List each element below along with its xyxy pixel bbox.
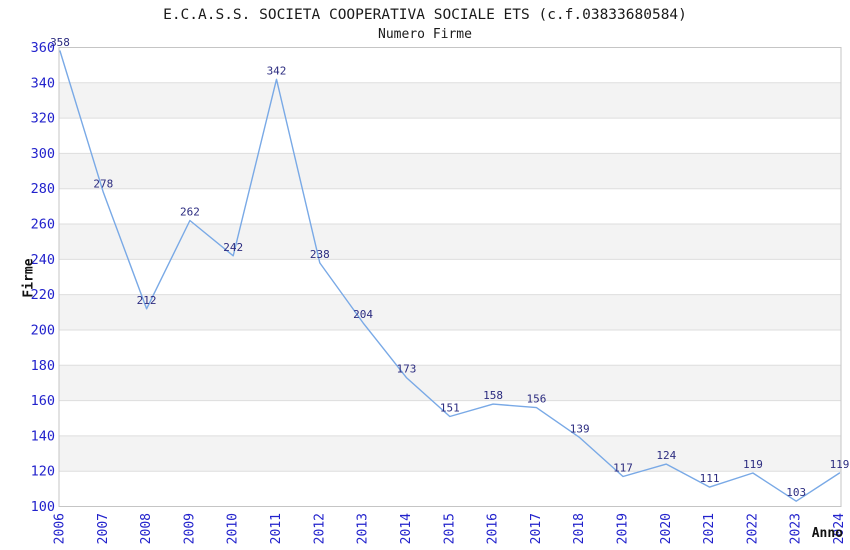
y-tick-label: 120: [31, 464, 55, 480]
x-tick-label: 2012: [312, 513, 327, 544]
point-label: 173: [396, 363, 416, 376]
y-tick-label: 300: [31, 146, 55, 162]
y-tick-label: 240: [31, 252, 55, 268]
x-tick-label: 2014: [399, 513, 414, 544]
point-label: 342: [267, 64, 287, 77]
grid-band: [59, 224, 841, 260]
chart-title: E.C.A.S.S. SOCIETA COOPERATIVA SOCIALE E…: [163, 7, 687, 23]
x-tick-label: 2023: [789, 513, 804, 544]
x-tick-label: 2018: [572, 513, 587, 544]
point-label: 151: [440, 402, 460, 415]
x-tick-label: 2008: [139, 513, 154, 544]
chart-subtitle: Numero Firme: [378, 27, 472, 42]
y-tick-label: 260: [31, 217, 55, 233]
x-axis-title: Anno: [811, 526, 843, 541]
plot-border: [58, 47, 842, 507]
y-axis-title: Firme: [21, 258, 37, 298]
y-tick-label: 100: [31, 499, 55, 515]
y-tick-label: 200: [31, 323, 55, 339]
y-tick-label: 320: [31, 111, 55, 127]
point-label: 111: [700, 472, 720, 485]
x-tick-label: 2015: [442, 513, 457, 544]
point-label: 119: [743, 458, 763, 471]
x-tick-label: 2024: [832, 513, 847, 544]
grid-band: [59, 294, 841, 330]
x-tick-label: 2010: [226, 513, 241, 544]
point-label: 278: [93, 177, 113, 190]
point-label: 358: [50, 36, 70, 49]
point-label: 158: [483, 389, 503, 402]
y-tick-label: 140: [31, 428, 55, 444]
grid-band: [59, 365, 841, 401]
y-tick-label: 280: [31, 181, 55, 197]
point-label: 238: [310, 248, 330, 261]
point-label: 119: [830, 458, 850, 471]
point-label: 103: [786, 486, 806, 499]
point-label: 117: [613, 462, 633, 475]
x-tick-label: 2020: [659, 513, 674, 544]
y-tick-label: 160: [31, 393, 55, 409]
x-tick-label: 2017: [529, 513, 544, 544]
series-line: [59, 50, 841, 502]
y-tick-label: 180: [31, 358, 55, 374]
x-tick-label: 2007: [96, 513, 111, 544]
point-label: 124: [656, 449, 676, 462]
x-tick-label: 2011: [269, 513, 284, 544]
x-tick-label: 2006: [53, 513, 68, 544]
grid-band: [59, 82, 841, 119]
point-label: 242: [223, 241, 243, 254]
y-tick-label: 340: [31, 75, 55, 91]
x-tick-label: 2019: [616, 513, 631, 544]
point-label: 139: [570, 423, 590, 436]
x-tick-label: 2013: [356, 513, 371, 544]
point-label: 156: [526, 393, 546, 406]
grid-band: [59, 153, 841, 189]
x-tick-label: 2022: [745, 513, 760, 544]
x-tick-label: 2016: [486, 513, 501, 544]
y-tick-label: 360: [31, 40, 55, 56]
x-tick-label: 2009: [182, 513, 197, 544]
point-label: 204: [353, 308, 373, 321]
point-label: 262: [180, 206, 200, 219]
y-tick-label: 220: [31, 287, 55, 303]
x-tick-label: 2021: [702, 513, 717, 544]
grid-band: [59, 435, 841, 472]
point-label: 212: [137, 294, 157, 307]
